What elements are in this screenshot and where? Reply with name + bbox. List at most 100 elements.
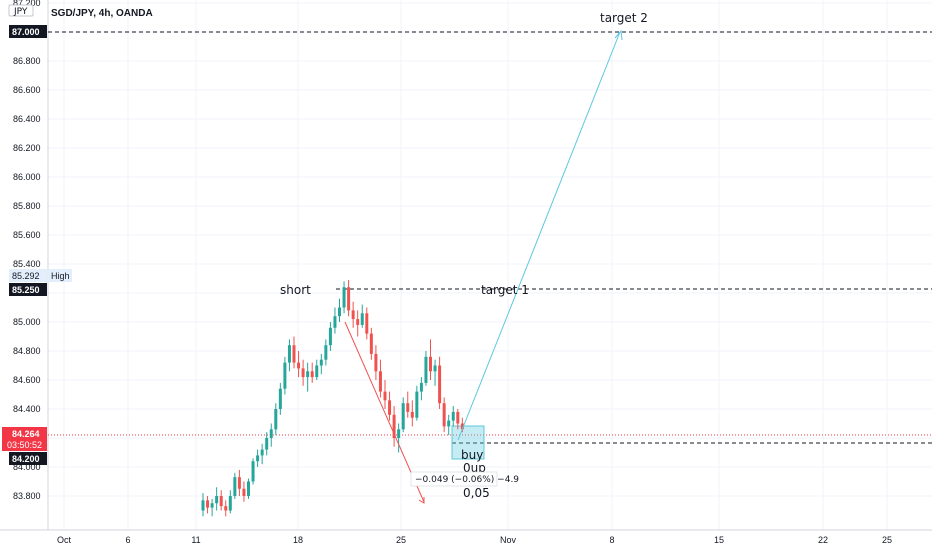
candle-body[interactable]: [310, 371, 314, 378]
candle-body[interactable]: [451, 411, 455, 421]
currency-badge: [8, 4, 34, 17]
candles[interactable]: [201, 279, 464, 517]
candle-body[interactable]: [410, 411, 414, 418]
countdown-value: 03:50:52: [7, 440, 42, 450]
high-value: 85.292: [12, 271, 40, 281]
candle-body[interactable]: [460, 423, 464, 430]
candle-body[interactable]: [206, 500, 210, 508]
currency-label: JPY: [13, 7, 28, 17]
buy-label[interactable]: buy: [461, 448, 483, 462]
candle-body[interactable]: [369, 333, 373, 354]
candle-body[interactable]: [429, 356, 432, 372]
candle-body[interactable]: [292, 345, 296, 363]
ratio-label[interactable]: 0,05: [463, 486, 490, 500]
candle-body[interactable]: [315, 365, 319, 378]
candle-body[interactable]: [274, 409, 278, 430]
candle-body[interactable]: [424, 356, 428, 383]
support-level-value: 84.200: [12, 454, 40, 464]
target-projection-line[interactable]: [457, 31, 621, 441]
candle-body[interactable]: [397, 429, 401, 438]
time-tick-label: 8: [609, 535, 614, 545]
candle-body[interactable]: [319, 359, 323, 366]
price-tick-label: 87.200: [13, 0, 41, 8]
candle-body[interactable]: [256, 455, 260, 462]
candle-body[interactable]: [442, 403, 446, 427]
candle-body[interactable]: [378, 371, 382, 392]
candle-body[interactable]: [215, 496, 219, 504]
candle-body[interactable]: [338, 307, 341, 317]
buy-zone-box[interactable]: [451, 425, 485, 460]
candle-body[interactable]: [401, 403, 405, 430]
resistance-level-value: 85.250: [12, 285, 40, 295]
candle-body[interactable]: [297, 362, 301, 369]
candle-body[interactable]: [333, 316, 337, 328]
candle-body[interactable]: [210, 503, 214, 508]
candle-body[interactable]: [347, 287, 351, 311]
candle-body[interactable]: [283, 362, 287, 389]
time-tick-label: 6: [125, 535, 130, 545]
candle-body[interactable]: [287, 345, 291, 363]
candle-body[interactable]: [233, 477, 237, 496]
time-axis[interactable]: Oct 6 11 18 25 Nov 8 15 22 25: [57, 535, 892, 545]
candle-body[interactable]: [201, 500, 205, 511]
candle-body[interactable]: [224, 506, 228, 511]
candle-body[interactable]: [419, 382, 423, 392]
candle-body[interactable]: [251, 461, 255, 482]
gridlines: [48, 0, 932, 530]
candle-body[interactable]: [433, 365, 437, 372]
candle-body[interactable]: [388, 400, 392, 415]
price-tick-label: 84.000: [13, 462, 41, 472]
candle-body[interactable]: [269, 429, 273, 438]
candle-body[interactable]: [374, 353, 378, 372]
candle-body[interactable]: [219, 496, 223, 507]
candle-body[interactable]: [342, 287, 346, 308]
price-tick-label: 83.800: [13, 491, 41, 501]
candle-body[interactable]: [438, 365, 442, 404]
time-tick-label: 22: [818, 535, 828, 545]
symbol-title[interactable]: SGD/JPY, 4h, OANDA: [51, 8, 153, 19]
candle-body[interactable]: [242, 488, 246, 496]
candle-body[interactable]: [278, 388, 282, 409]
candle-body[interactable]: [228, 496, 232, 511]
candle-body[interactable]: [406, 403, 410, 412]
short-label[interactable]: short: [280, 283, 311, 297]
zero-up-label[interactable]: 0up: [463, 461, 486, 475]
candle-body[interactable]: [456, 411, 460, 424]
price-tick-label: 84.400: [13, 404, 41, 414]
candle-body[interactable]: [265, 438, 269, 450]
price-tick-label: 84.800: [13, 346, 41, 356]
price-tick-label: 86.600: [13, 85, 41, 95]
candle-body[interactable]: [447, 420, 451, 427]
current-price-badge: [2, 427, 47, 451]
time-tick-label: 25: [396, 535, 406, 545]
target2-label[interactable]: target 2: [600, 11, 648, 25]
target1-label[interactable]: target 1: [481, 283, 529, 297]
time-tick-label: 11: [191, 535, 200, 545]
candle-body[interactable]: [237, 477, 241, 489]
candle-body[interactable]: [415, 391, 419, 418]
support-level-badge: [9, 452, 47, 465]
candle-body[interactable]: [356, 319, 360, 325]
candle-body[interactable]: [383, 391, 387, 401]
candle-body[interactable]: [392, 414, 396, 438]
high-tag: [48, 269, 72, 282]
time-tick-label: Nov: [500, 535, 517, 545]
candle-body[interactable]: [351, 310, 355, 320]
candle-body[interactable]: [260, 449, 264, 456]
candle-body[interactable]: [301, 368, 305, 378]
candle-body[interactable]: [324, 345, 328, 360]
price-tick-label: 85.400: [13, 259, 41, 269]
time-tick-label: 18: [293, 535, 303, 545]
candle-body[interactable]: [306, 371, 310, 378]
time-tick-label: 15: [714, 535, 724, 545]
price-tick-label: 84.600: [13, 375, 41, 385]
target-level-value: 87.000: [12, 27, 40, 37]
price-tick-label: 86.800: [13, 56, 41, 66]
candle-body[interactable]: [328, 327, 332, 346]
candle-body[interactable]: [365, 313, 369, 334]
candle-body[interactable]: [247, 481, 250, 497]
candle-body[interactable]: [360, 313, 364, 325]
